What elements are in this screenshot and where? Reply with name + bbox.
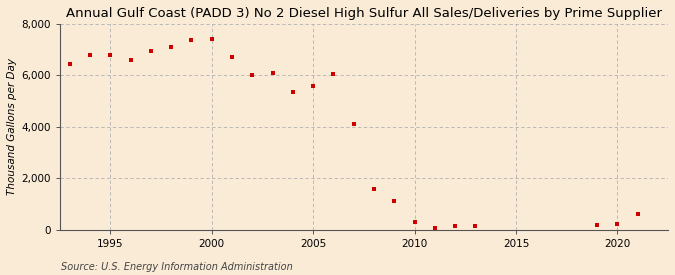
Point: [409, 220, 420, 225]
Point: [450, 224, 460, 229]
Title: Annual Gulf Coast (PADD 3) No 2 Diesel High Sulfur All Sales/Deliveries by Prime: Annual Gulf Coast (PADD 3) No 2 Diesel H…: [66, 7, 662, 20]
Point: [64, 62, 75, 66]
Point: [470, 224, 481, 229]
Point: [369, 187, 379, 191]
Point: [612, 222, 623, 226]
Point: [227, 55, 238, 59]
Point: [84, 53, 95, 57]
Point: [632, 211, 643, 216]
Point: [429, 226, 440, 230]
Point: [389, 199, 400, 203]
Point: [166, 44, 177, 49]
Y-axis label: Thousand Gallons per Day: Thousand Gallons per Day: [7, 58, 17, 195]
Point: [105, 53, 115, 57]
Point: [348, 122, 359, 126]
Point: [186, 38, 197, 42]
Point: [328, 72, 339, 76]
Point: [126, 58, 136, 63]
Point: [288, 90, 298, 94]
Point: [267, 71, 278, 75]
Point: [207, 36, 217, 41]
Point: [146, 49, 157, 53]
Point: [592, 223, 603, 227]
Point: [247, 72, 258, 77]
Point: [308, 83, 319, 88]
Text: Source: U.S. Energy Information Administration: Source: U.S. Energy Information Administ…: [61, 262, 292, 272]
